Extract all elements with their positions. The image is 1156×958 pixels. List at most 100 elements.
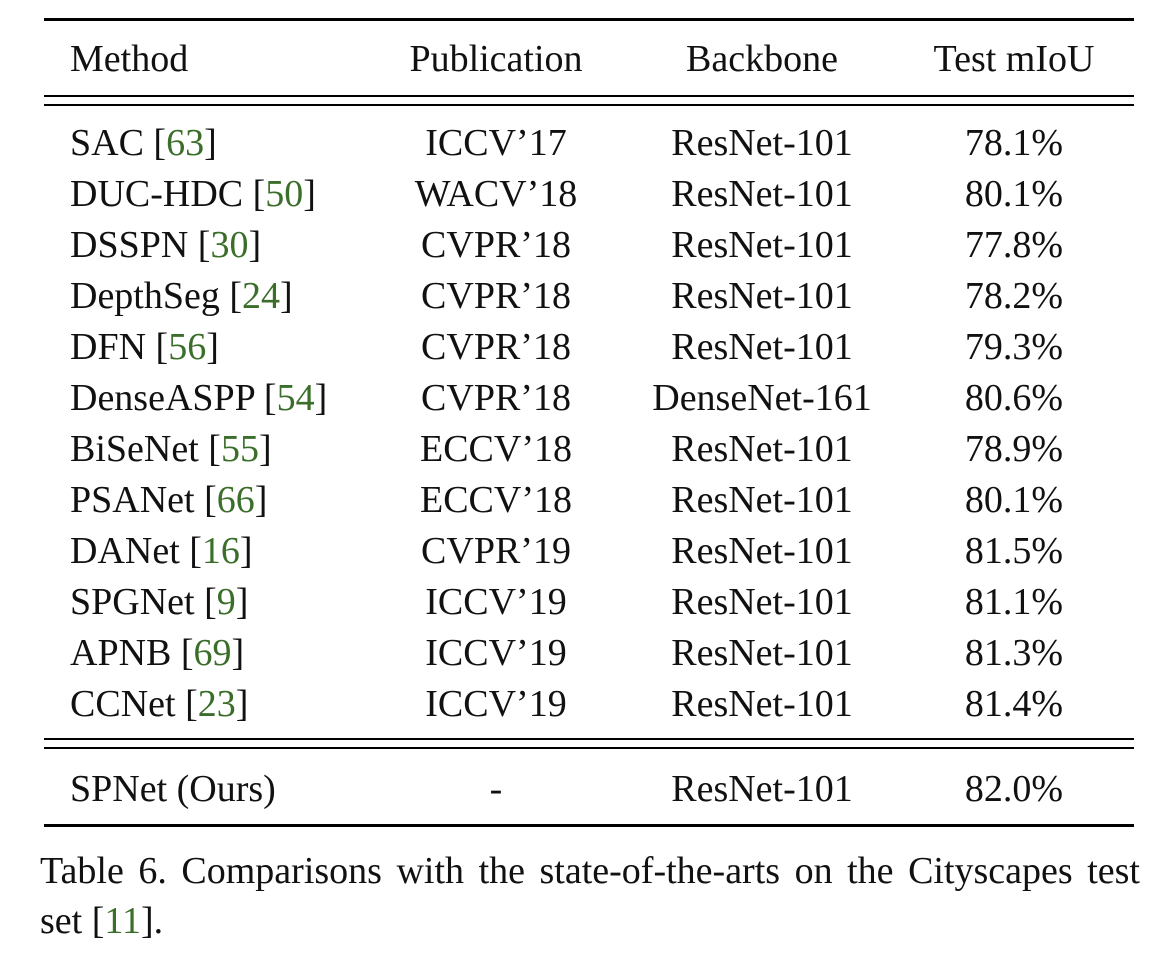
header-double-rule-top [44,95,1134,97]
publication-cell: CVPR’18 [421,326,571,368]
method-cell: APNB [69] [70,632,245,674]
caption-text: Table 6. Comparisons with the state-of-t… [40,850,1140,942]
publication-cell: ECCV’18 [420,428,572,470]
table-row: DepthSeg [24] CVPR’18 ResNet-101 78.2% [44,271,1134,321]
method-cell: DUC-HDC [50] [70,173,316,215]
table-row: DSSPN [30] CVPR’18 ResNet-101 77.8% [44,220,1134,270]
table-row: DUC-HDC [50] WACV’18 ResNet-101 80.1% [44,169,1134,219]
backbone-cell: ResNet-101 [671,479,853,521]
method-cell: SPGNet [9] [70,581,249,623]
miou-cell: 80.1% [964,479,1064,521]
publication-cell: ICCV’19 [425,581,567,623]
table-row: SAC [63] ICCV’17 ResNet-101 78.1% [44,118,1134,168]
table-row: SPGNet [9] ICCV’19 ResNet-101 81.1% [44,577,1134,627]
method-cell: DSSPN [30] [70,224,262,266]
ours-method: SPNet (Ours) [70,768,276,810]
header-method: Method [70,38,189,80]
method-cell: CCNet [23] [70,683,249,725]
backbone-cell: ResNet-101 [671,428,853,470]
backbone-cell: ResNet-101 [671,632,853,674]
miou-cell: 78.9% [964,428,1064,470]
miou-cell: 78.1% [964,122,1064,164]
method-name: DUC-HDC [70,173,244,215]
method-cell: PSANet [66] [70,479,268,521]
citation-link[interactable]: 50 [265,173,304,215]
citation-link[interactable]: 9 [216,581,236,623]
citation-link[interactable]: 54 [276,377,315,419]
method-cell: DepthSeg [24] [70,275,293,317]
backbone-cell: ResNet-101 [671,173,853,215]
method-name: DepthSeg [70,275,220,317]
method-cell: BiSeNet [55] [70,428,272,470]
method-cell: DFN [56] [70,326,219,368]
method-name: SPGNet [70,581,195,623]
publication-cell: WACV’18 [414,173,578,215]
method-cell: DenseASPP [54] [70,377,328,419]
backbone-cell: ResNet-101 [671,581,853,623]
citation-link[interactable]: 56 [168,326,207,368]
publication-cell: ICCV’19 [425,632,567,674]
method-name: DenseASPP [70,377,255,419]
citation-link[interactable]: 55 [220,428,259,470]
method-name: BiSeNet [70,428,199,470]
table-row: DANet [16] CVPR’19 ResNet-101 81.5% [44,526,1134,576]
backbone-cell: ResNet-101 [671,224,853,266]
method-name: DANet [70,530,180,572]
ours-miou: 82.0% [964,768,1064,810]
ours-publication: - [489,768,503,810]
method-name: PSANet [70,479,195,521]
method-cell: SAC [63] [70,122,217,164]
publication-cell: ECCV’18 [420,479,572,521]
caption-citation-link[interactable]: 11 [104,900,141,942]
header-double-rule-bottom [44,104,1134,106]
table-row: DFN [56] CVPR’18 ResNet-101 79.3% [44,322,1134,372]
miou-cell: 81.3% [964,632,1064,674]
table-row: PSANet [66] ECCV’18 ResNet-101 80.1% [44,475,1134,525]
citation-link[interactable]: 24 [242,275,281,317]
method-name: CCNet [70,683,176,725]
table-row: APNB [69] ICCV’19 ResNet-101 81.3% [44,628,1134,678]
header-backbone: Backbone [686,38,838,80]
ours-backbone: ResNet-101 [671,768,853,810]
method-cell: DANet [16] [70,530,253,572]
method-name: APNB [70,632,172,674]
table-row: BiSeNet [55] ECCV’18 ResNet-101 78.9% [44,424,1134,474]
citation-link[interactable]: 63 [166,122,205,164]
method-name: DFN [70,326,147,368]
publication-cell: CVPR’18 [421,224,571,266]
header-publication: Publication [409,38,583,80]
citation-link[interactable]: 69 [193,632,232,674]
publication-cell: CVPR’18 [421,275,571,317]
citation-link[interactable]: 16 [201,530,240,572]
publication-cell: ICCV’19 [425,683,567,725]
publication-cell: CVPR’18 [421,377,571,419]
miou-cell: 79.3% [964,326,1064,368]
citation-link[interactable]: 30 [210,224,249,266]
ours-row: SPNet (Ours) - ResNet-101 82.0% [44,764,1134,814]
miou-cell: 77.8% [964,224,1064,266]
method-name: SAC [70,122,144,164]
backbone-cell: ResNet-101 [671,275,853,317]
caption-end: . [153,900,164,942]
miou-cell: 81.5% [964,530,1064,572]
header-test-miou: Test mIoU [933,38,1095,80]
body-double-rule-bottom [44,747,1134,749]
backbone-cell: ResNet-101 [671,683,853,725]
publication-cell: ICCV’17 [425,122,567,164]
backbone-cell: ResNet-101 [671,530,853,572]
table-caption: Table 6. Comparisons with the state-of-t… [40,850,1140,942]
backbone-cell: ResNet-101 [671,326,853,368]
method-name: DSSPN [70,224,189,266]
miou-cell: 80.1% [964,173,1064,215]
miou-cell: 78.2% [964,275,1064,317]
publication-cell: CVPR’19 [421,530,571,572]
miou-cell: 80.6% [964,377,1064,419]
top-rule [44,18,1134,21]
citation-link[interactable]: 66 [216,479,255,521]
header-row: Method Publication Backbone Test mIoU [44,34,1134,84]
citation-link[interactable]: 23 [197,683,236,725]
table-row: DenseASPP [54] CVPR’18 DenseNet-161 80.6% [44,373,1134,423]
backbone-cell: ResNet-101 [671,122,853,164]
body-double-rule-top [44,738,1134,740]
table-row: CCNet [23] ICCV’19 ResNet-101 81.4% [44,679,1134,729]
